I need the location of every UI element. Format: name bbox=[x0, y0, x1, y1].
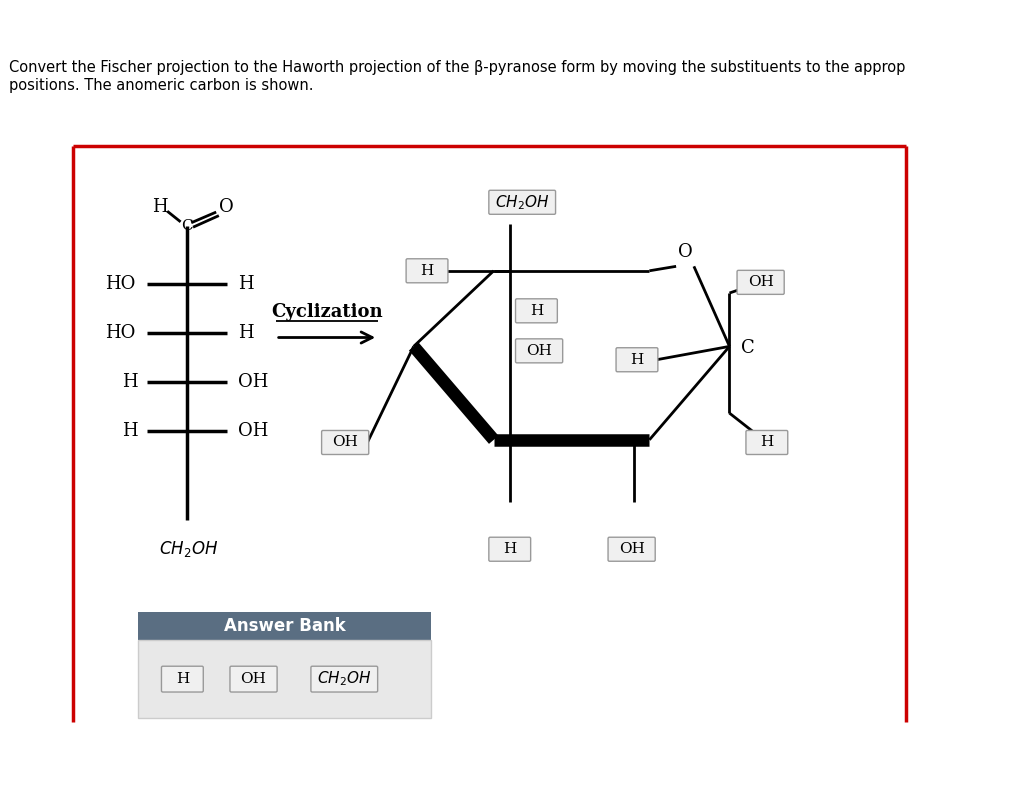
Text: H: H bbox=[421, 263, 433, 278]
FancyBboxPatch shape bbox=[737, 271, 784, 295]
FancyBboxPatch shape bbox=[407, 259, 447, 283]
Text: $CH_2OH$: $CH_2OH$ bbox=[159, 540, 218, 560]
Text: H: H bbox=[503, 542, 516, 556]
Bar bbox=[138, 640, 431, 718]
Text: Convert the Fischer projection to the Haworth projection of the β-pyranose form : Convert the Fischer projection to the Ha… bbox=[9, 60, 905, 75]
Text: $CH_2OH$: $CH_2OH$ bbox=[495, 193, 550, 212]
FancyBboxPatch shape bbox=[488, 190, 556, 214]
FancyBboxPatch shape bbox=[162, 666, 204, 692]
Text: H: H bbox=[239, 324, 254, 342]
Text: Answer Bank: Answer Bank bbox=[224, 617, 345, 634]
FancyBboxPatch shape bbox=[230, 666, 278, 692]
Text: H: H bbox=[631, 353, 644, 367]
Text: C: C bbox=[741, 339, 755, 357]
FancyBboxPatch shape bbox=[515, 298, 557, 323]
FancyBboxPatch shape bbox=[745, 431, 787, 455]
FancyBboxPatch shape bbox=[515, 339, 562, 363]
Text: $CH_2OH$: $CH_2OH$ bbox=[317, 669, 372, 689]
FancyBboxPatch shape bbox=[608, 537, 655, 561]
FancyBboxPatch shape bbox=[322, 431, 369, 455]
Text: OH: OH bbox=[241, 672, 266, 686]
Text: OH: OH bbox=[239, 422, 268, 440]
Text: H: H bbox=[176, 672, 189, 686]
Text: OH: OH bbox=[239, 373, 268, 391]
Text: HO: HO bbox=[104, 324, 135, 342]
Text: H: H bbox=[239, 275, 254, 293]
Text: H: H bbox=[153, 197, 168, 216]
Text: Cyclization: Cyclization bbox=[271, 303, 383, 322]
Text: OH: OH bbox=[748, 275, 773, 290]
Text: H: H bbox=[529, 304, 543, 318]
Text: H: H bbox=[122, 373, 138, 391]
Text: H: H bbox=[760, 435, 773, 450]
Text: OH: OH bbox=[618, 542, 644, 556]
Text: positions. The anomeric carbon is shown.: positions. The anomeric carbon is shown. bbox=[9, 78, 313, 93]
Text: H: H bbox=[122, 422, 138, 440]
FancyBboxPatch shape bbox=[616, 348, 657, 372]
Bar bbox=[138, 611, 431, 640]
Text: OH: OH bbox=[526, 344, 552, 358]
Text: O: O bbox=[219, 197, 234, 216]
Text: HO: HO bbox=[104, 275, 135, 293]
FancyBboxPatch shape bbox=[311, 666, 378, 692]
Text: OH: OH bbox=[332, 435, 358, 450]
Text: O: O bbox=[678, 243, 692, 261]
Text: C: C bbox=[181, 220, 193, 233]
FancyBboxPatch shape bbox=[488, 537, 530, 561]
